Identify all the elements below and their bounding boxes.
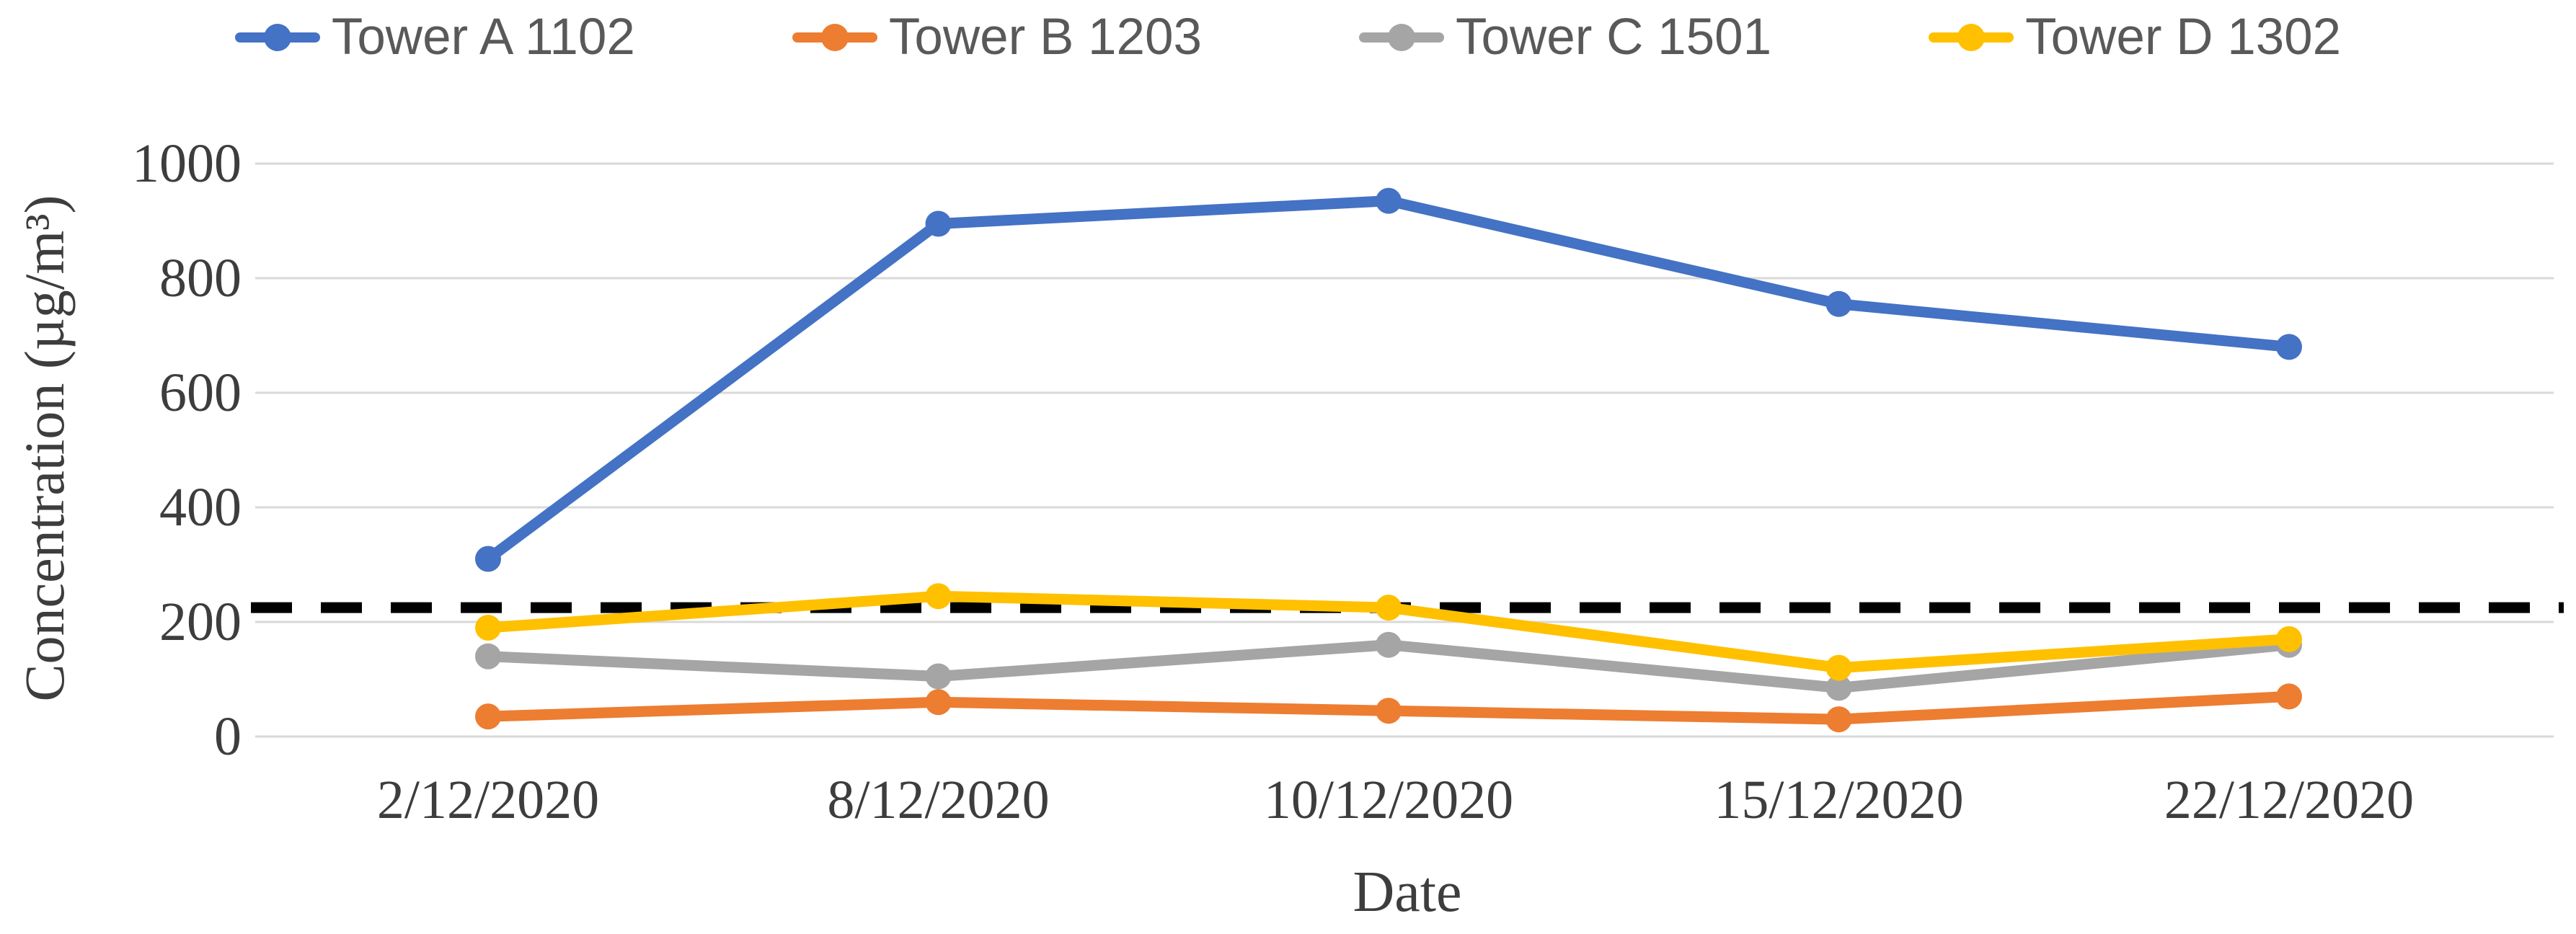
legend-line-marker-icon (1929, 23, 2014, 51)
y-tick-label: 400 (159, 477, 242, 538)
data-point-marker (1376, 698, 1402, 724)
series-line (482, 195, 2295, 565)
data-point-marker (1825, 290, 1852, 317)
y-tick-label: 800 (159, 248, 242, 308)
x-tick-label: 8/12/2020 (827, 770, 1050, 830)
legend-line-marker-icon (792, 23, 877, 51)
data-point-marker (475, 614, 501, 641)
data-point-marker (925, 663, 952, 690)
data-point-marker (1825, 706, 1852, 733)
data-point-marker (475, 643, 501, 670)
x-tick-label: 10/12/2020 (1263, 770, 1514, 830)
data-point-marker (925, 210, 952, 237)
data-point-marker (2276, 334, 2302, 360)
legend-item: Tower C 1501 (1359, 12, 1771, 63)
data-point-marker (1376, 187, 1402, 214)
legend-label: Tower A 1102 (331, 9, 635, 66)
y-axis-title: Concentration (µg/m³) (13, 195, 76, 702)
legend-line-marker-icon (234, 23, 320, 51)
legend-line-marker-icon (1359, 23, 1445, 51)
data-point-marker (925, 689, 952, 716)
x-axis-title: Date (1353, 860, 1462, 924)
data-point-marker (925, 583, 952, 610)
legend-item: Tower D 1302 (1929, 12, 2341, 63)
chart-legend: Tower A 1102 Tower B 1203 Tower C 1501 Towe… (0, 12, 2576, 63)
y-tick-label: 200 (159, 592, 242, 652)
data-point-marker (1376, 631, 1402, 658)
x-tick-label: 15/12/2020 (1714, 770, 1964, 830)
data-point-marker (1376, 595, 1402, 621)
x-tick-label: 22/12/2020 (2164, 770, 2415, 830)
legend-item: Tower B 1203 (792, 12, 1202, 63)
legend-label: Tower C 1501 (1456, 9, 1772, 66)
data-point-marker (2276, 683, 2302, 710)
data-point-marker (475, 546, 501, 572)
legend-label: Tower B 1203 (888, 9, 1203, 66)
data-point-marker (1825, 675, 1852, 701)
y-tick-label: 1000 (132, 133, 242, 194)
legend-label: Tower D 1302 (2025, 9, 2342, 66)
data-point-marker (1825, 654, 1852, 681)
y-tick-label: 600 (159, 363, 242, 423)
x-tick-label: 2/12/2020 (376, 770, 600, 830)
legend-item: Tower A 1102 (234, 9, 635, 66)
data-point-marker (2276, 626, 2302, 652)
data-point-marker (475, 703, 501, 730)
y-tick-label: 0 (214, 706, 242, 767)
